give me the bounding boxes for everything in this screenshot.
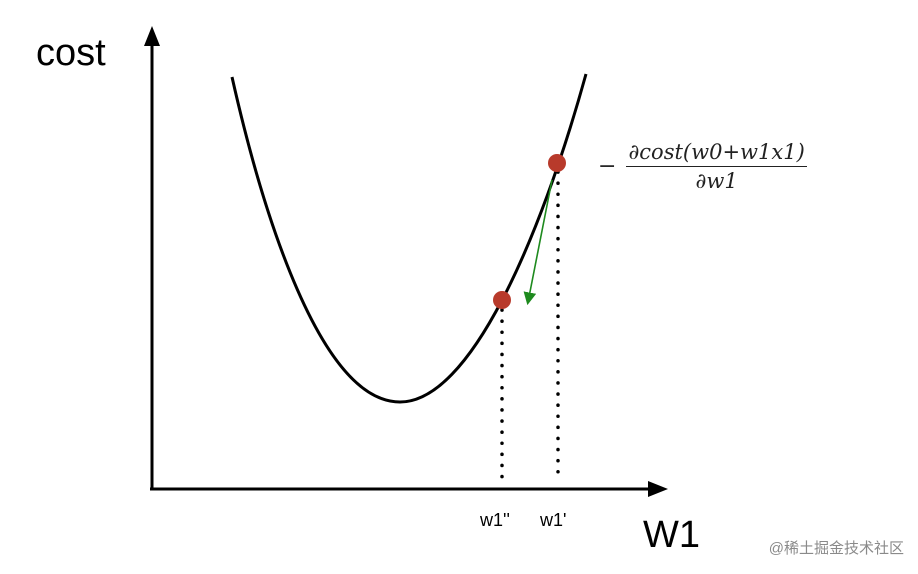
- formula-fraction-bar: [626, 166, 807, 168]
- y-axis-arrowhead: [144, 26, 160, 46]
- cost-curve: [230, 73, 588, 404]
- formula-numerator: ∂cost(w0+w1x1): [628, 140, 805, 164]
- tick-label-w1-prime: w1': [540, 510, 567, 530]
- point-w1-prime: [548, 154, 566, 172]
- watermark: @稀土掘金技术社区: [768, 540, 904, 557]
- x-axis-arrowhead: [648, 481, 668, 497]
- point-w1-double-prime: [493, 291, 511, 309]
- gradient-formula: − ∂cost(w0+w1x1) ∂w1: [598, 140, 807, 193]
- tick-label-w1-double-prime: w1'': [480, 510, 510, 530]
- gradient-step-arrow: [523, 179, 553, 306]
- y-axis-label: cost: [36, 32, 106, 74]
- formula-denominator: ∂w1: [695, 169, 738, 194]
- x-axis-label: W1: [643, 514, 700, 556]
- formula-fraction: ∂cost(w0+w1x1) ∂w1: [626, 140, 807, 194]
- formula-sign: −: [598, 154, 617, 180]
